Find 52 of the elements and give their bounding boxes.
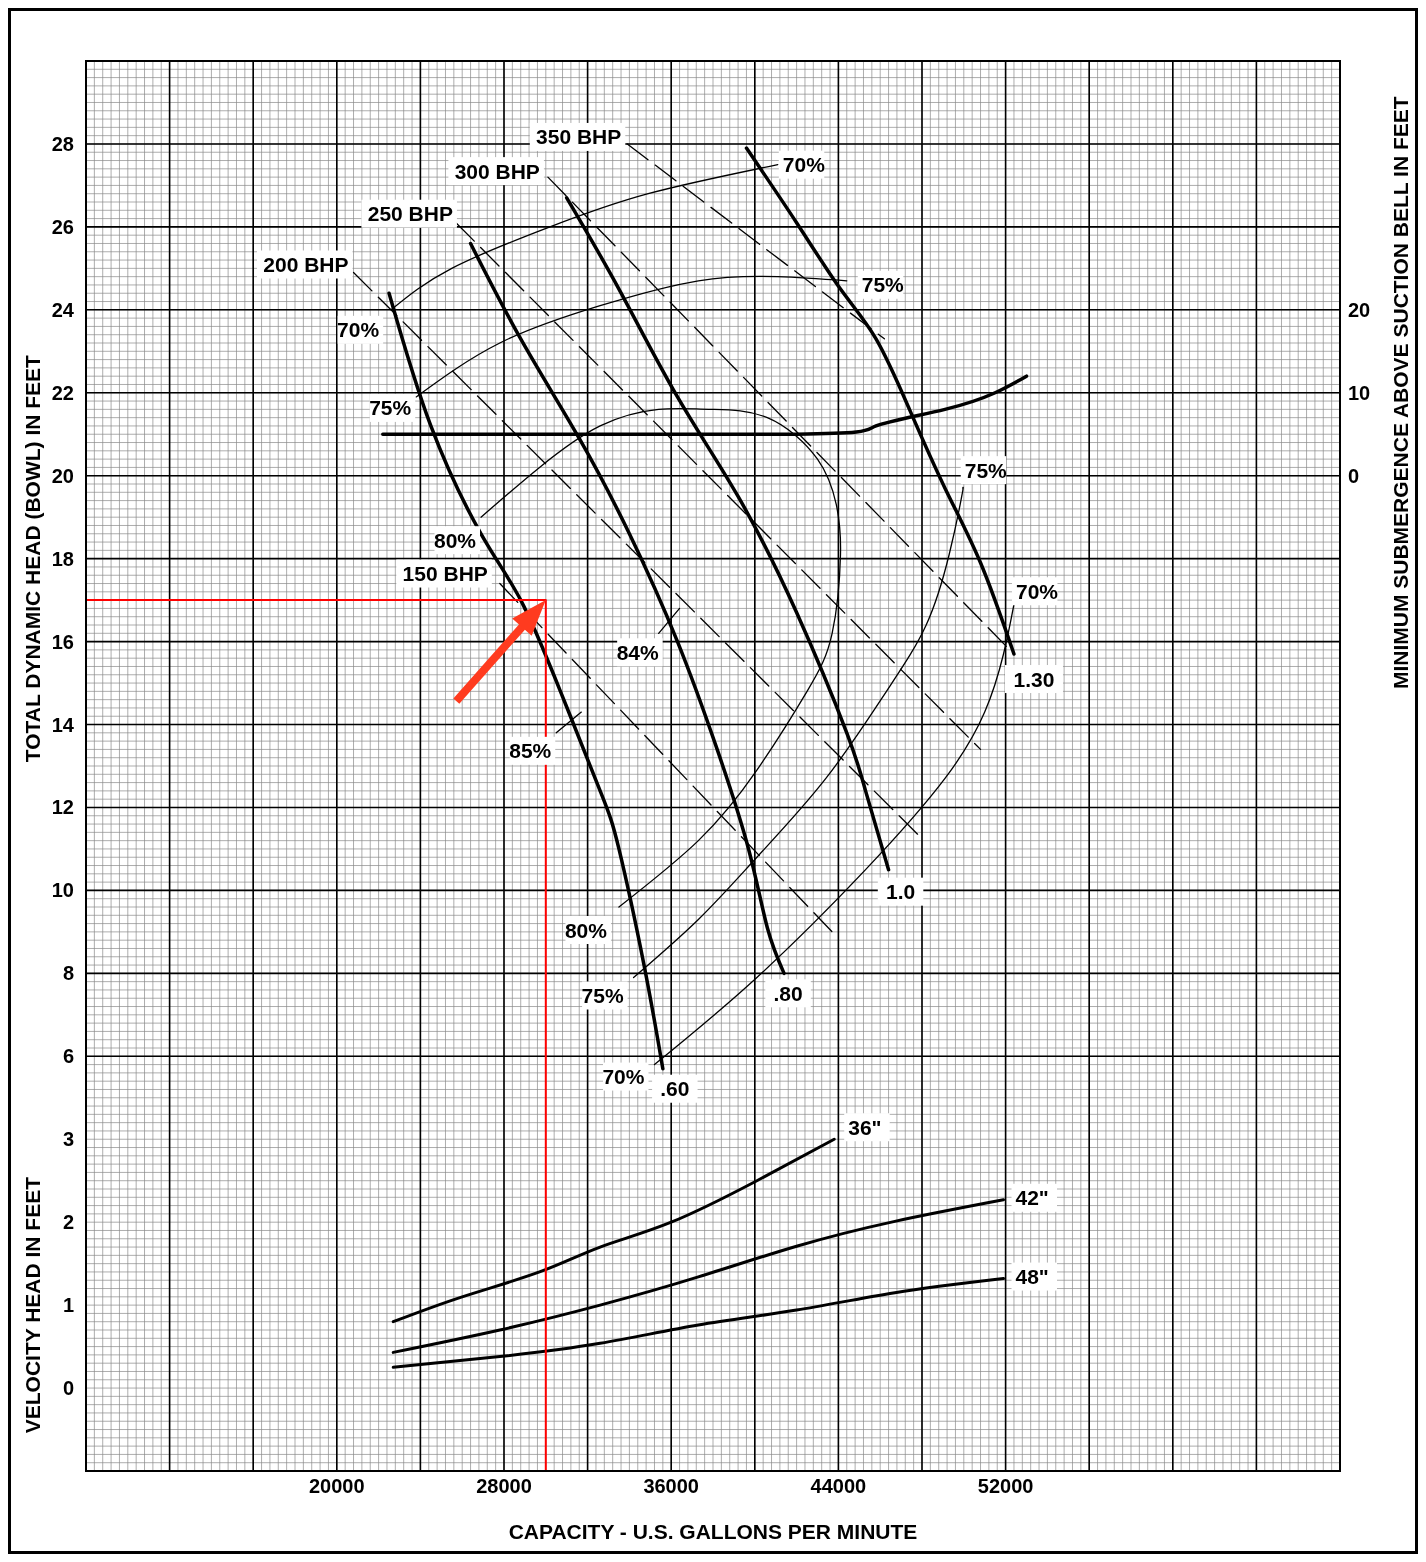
y-tick-label: 10 bbox=[51, 879, 74, 902]
y-tick-label: 6 bbox=[62, 1045, 74, 1068]
y-tick-label: 24 bbox=[51, 298, 75, 321]
series-label: 350 BHP bbox=[536, 125, 622, 149]
x-tick-label: 44000 bbox=[810, 1475, 867, 1498]
series-label: 70% bbox=[782, 153, 826, 177]
y3-tick-label: 0 bbox=[62, 1377, 74, 1400]
x-axis-title: CAPACITY - U.S. GALLONS PER MINUTE bbox=[508, 1519, 918, 1543]
series-label: 80% bbox=[433, 528, 477, 552]
y-axis-title: TOTAL DYNAMIC HEAD (BOWL) IN FEET bbox=[21, 354, 45, 763]
x-tick-label: 36000 bbox=[643, 1475, 700, 1498]
y-tick-label: 22 bbox=[51, 381, 74, 404]
y-tick-label: 14 bbox=[51, 713, 75, 736]
y3-tick-label: 2 bbox=[62, 1211, 74, 1234]
series-label: 75% bbox=[369, 396, 412, 420]
text: 70% bbox=[602, 1065, 645, 1089]
series-label: 48" bbox=[1015, 1265, 1049, 1289]
y2-tick-label: 20 bbox=[1348, 298, 1371, 321]
series-label: 1.0 bbox=[885, 880, 916, 904]
x-tick-label: 20000 bbox=[308, 1475, 365, 1498]
text: 80% bbox=[564, 918, 607, 942]
series-label: 150 BHP bbox=[402, 562, 488, 586]
y-tick-label: 28 bbox=[51, 132, 74, 155]
y2-tick-label: 0 bbox=[1348, 464, 1360, 487]
y-tick-label: 20 bbox=[51, 464, 74, 487]
y-tick-label: 8 bbox=[62, 962, 74, 985]
series-label: 70% bbox=[1015, 579, 1059, 603]
y3-tick-label: 3 bbox=[62, 1128, 74, 1151]
series-label: 250 BHP bbox=[367, 202, 453, 226]
y3-axis-title: VELOCITY HEAD IN FEET bbox=[21, 1176, 45, 1434]
y2-axis-title: MINIMUM SUBMERGENCE ABOVE SUCTION BELL IN FEET bbox=[1389, 96, 1413, 690]
series-label: 1.30 bbox=[1013, 667, 1055, 691]
series-label: 75% bbox=[964, 458, 1008, 482]
text: 75% bbox=[861, 273, 904, 297]
y3-tick-label: 1 bbox=[62, 1294, 74, 1317]
series-label: 36" bbox=[848, 1115, 882, 1139]
series-label: 300 BHP bbox=[454, 159, 540, 183]
series-label: .80 bbox=[773, 981, 803, 1005]
text: 70% bbox=[337, 318, 380, 342]
y-tick-label: 26 bbox=[51, 215, 74, 238]
series-label: 200 BHP bbox=[263, 253, 349, 276]
y2-tick-label: 10 bbox=[1348, 381, 1371, 404]
series-label: .60 bbox=[660, 1077, 690, 1101]
x-tick-label: 52000 bbox=[977, 1475, 1034, 1498]
y-tick-label: 16 bbox=[51, 630, 74, 653]
text: 75% bbox=[581, 984, 624, 1007]
series-label: 85% bbox=[509, 739, 552, 763]
x-tick-label: 28000 bbox=[476, 1475, 532, 1498]
y-tick-label: 18 bbox=[51, 547, 74, 570]
y-tick-label: 12 bbox=[51, 796, 74, 819]
series-label: 42" bbox=[1015, 1186, 1049, 1210]
series-label: 84% bbox=[616, 640, 659, 664]
